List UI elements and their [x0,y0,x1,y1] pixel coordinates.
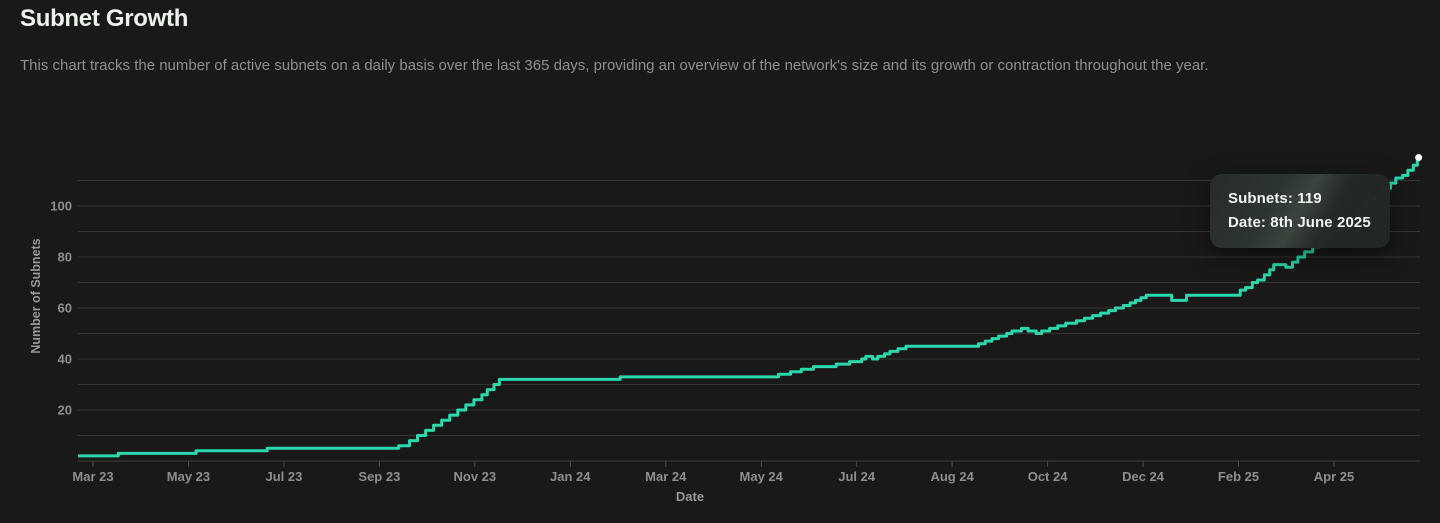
x-tick-label[interactable]: Feb 25 [1218,469,1259,484]
x-tick-label[interactable]: Mar 24 [645,469,687,484]
tooltip-subnets-value: Subnets: 119 [1228,190,1322,207]
x-tick-label[interactable]: Mar 23 [72,469,113,484]
page-subtitle: This chart tracks the number of active s… [20,57,1209,74]
x-tick-label[interactable]: Jan 24 [550,469,591,484]
y-tick-label-40: 40 [58,352,72,367]
y-tick-label-100: 100 [50,199,72,214]
x-tick-label[interactable]: May 24 [740,469,784,484]
x-tick-label[interactable]: Nov 23 [454,469,497,484]
chart-tooltip: Subnets: 119 Date: 8th June 2025 [1210,174,1390,248]
y-tick-label-60: 60 [58,301,72,316]
x-tick-label[interactable]: Jul 24 [838,469,876,484]
x-axis-title: Date [675,489,705,504]
x-tick-label[interactable]: May 23 [167,469,210,484]
y-tick-label-20: 20 [58,403,72,418]
x-tick-label[interactable]: Dec 24 [1122,469,1165,484]
x-tick-label[interactable]: Jul 23 [265,469,302,484]
y-tick-label-80: 80 [58,250,72,265]
x-tick-label[interactable]: Sep 23 [358,469,400,484]
page-title: Subnet Growth [20,5,189,32]
hovered-point-marker[interactable] [1415,154,1423,162]
x-tick-label[interactable]: Apr 25 [1314,469,1354,484]
x-tick-label[interactable]: Oct 24 [1028,469,1069,484]
x-tick-label[interactable]: Aug 24 [930,469,974,484]
y-axis-title: Number of Subnets [29,238,43,354]
tooltip-date-value: Date: 8th June 2025 [1228,214,1371,231]
